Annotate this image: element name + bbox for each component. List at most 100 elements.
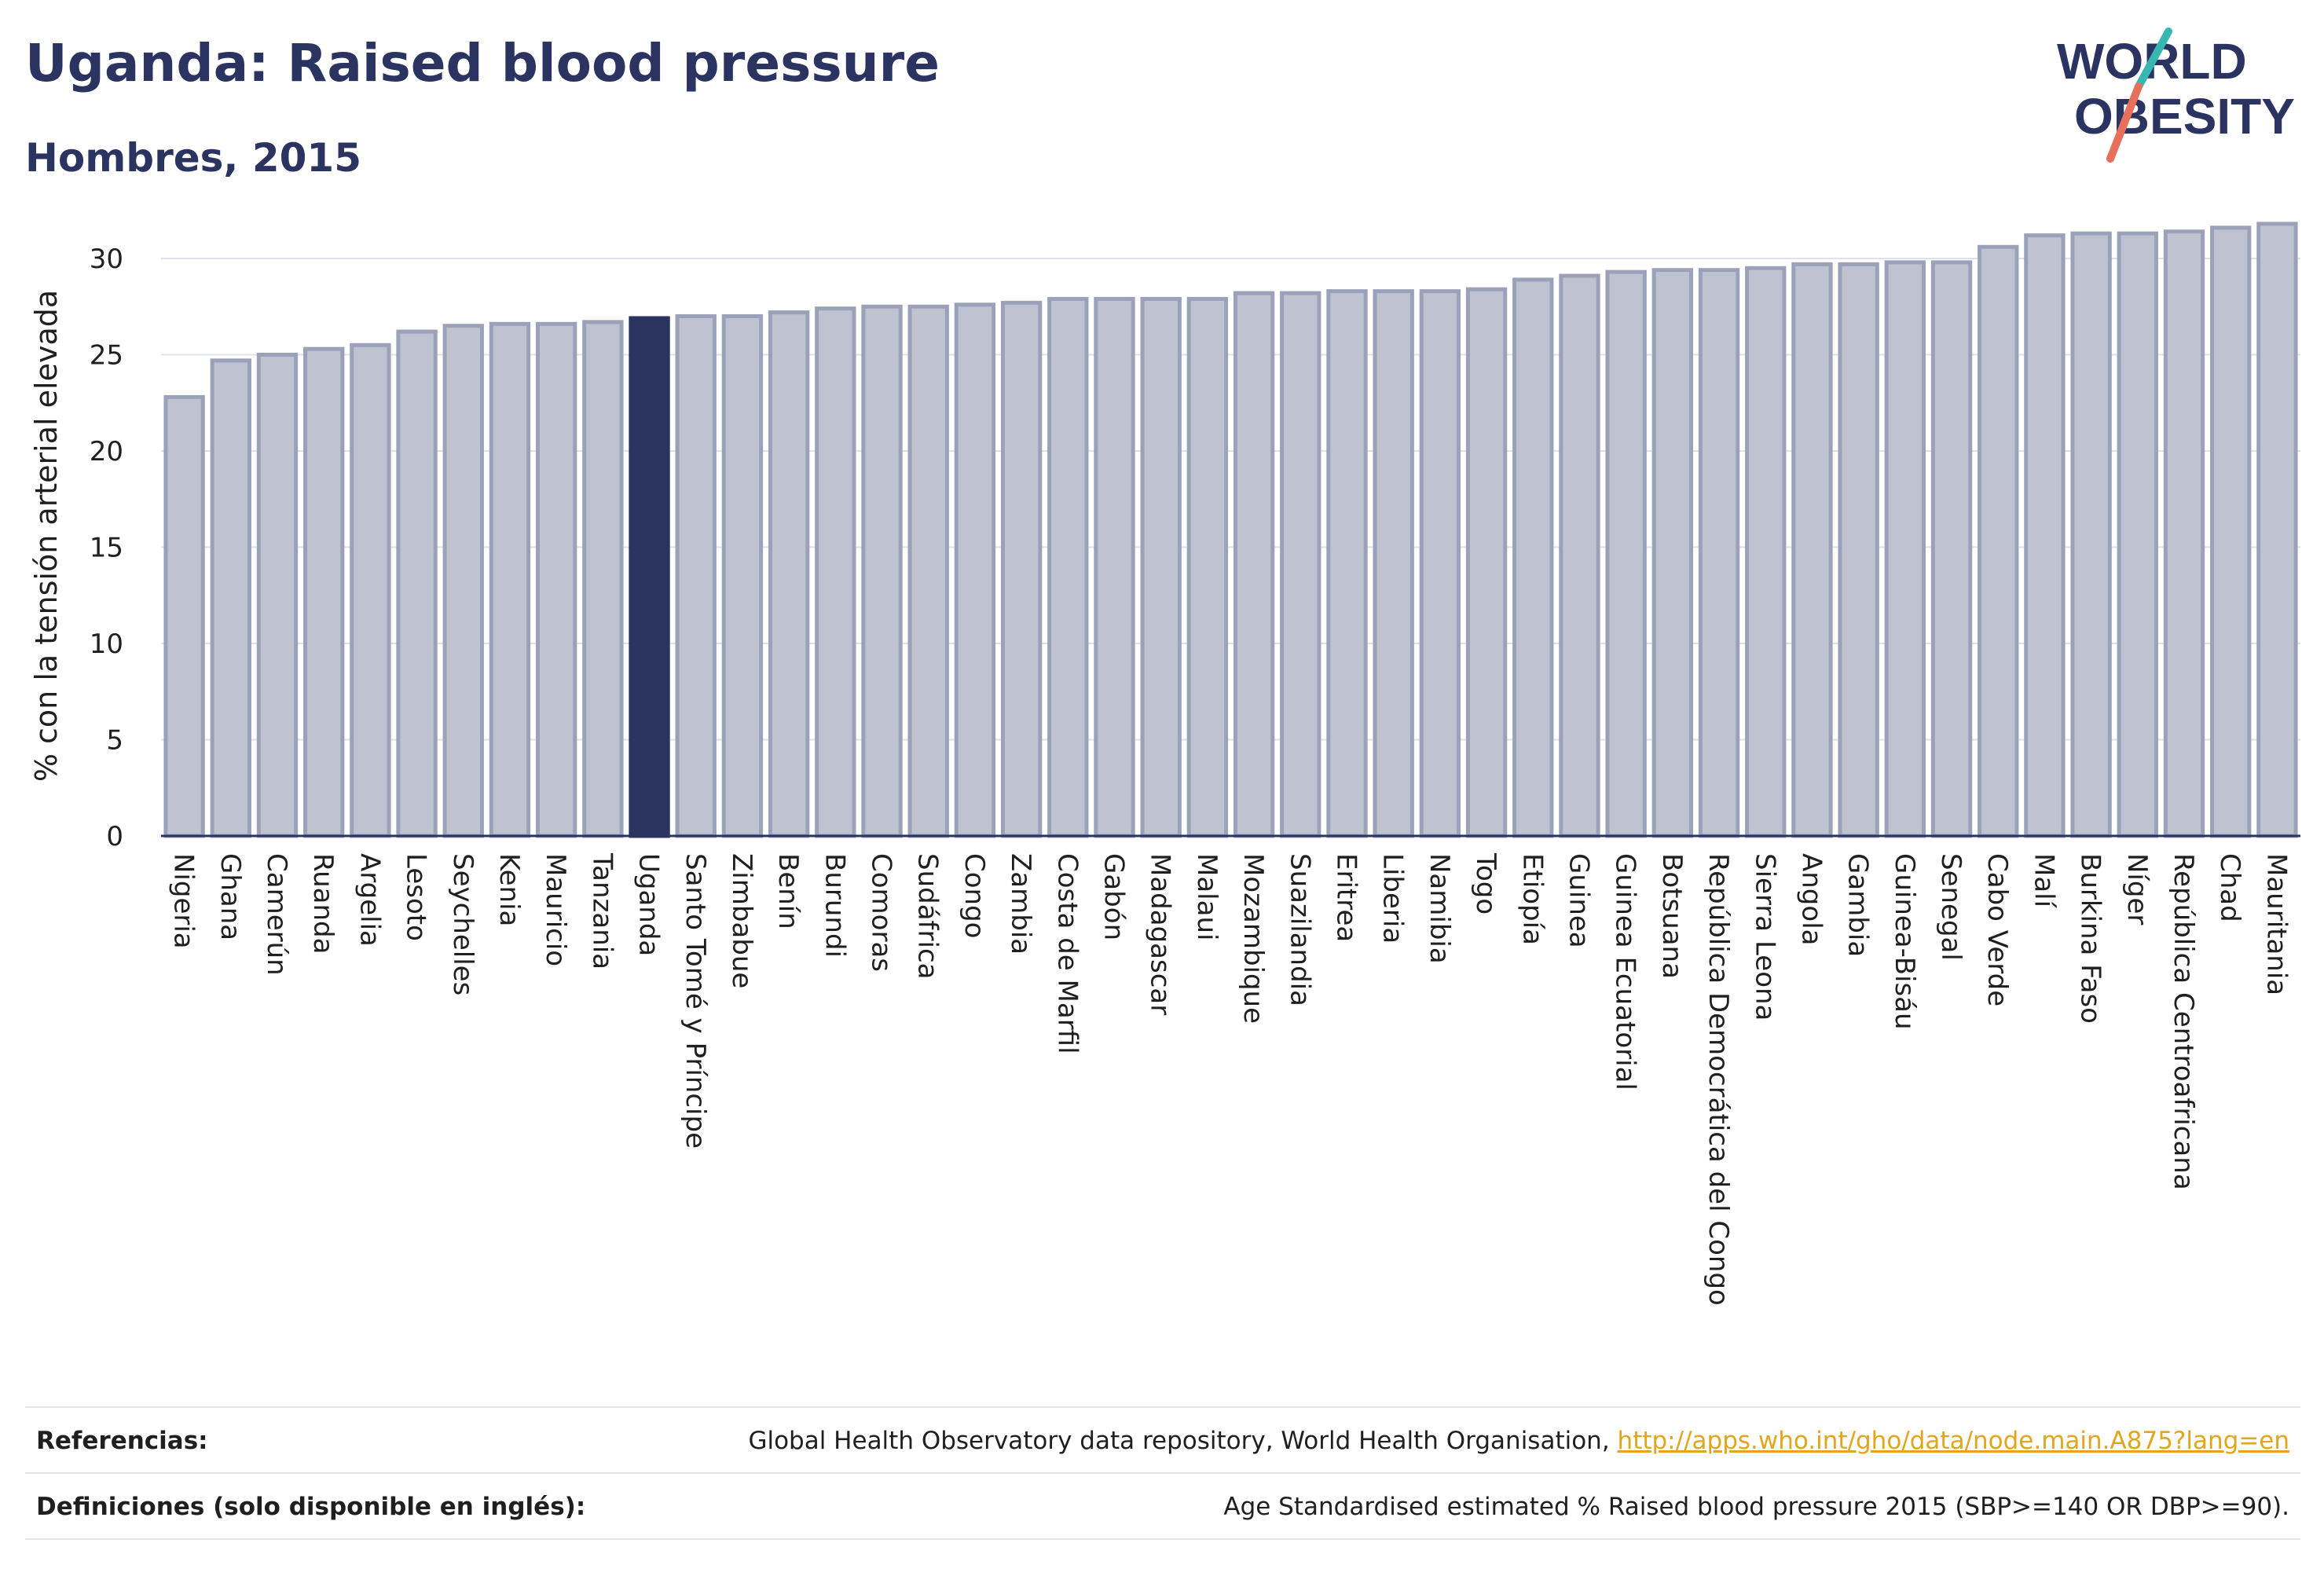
bar bbox=[675, 314, 717, 838]
bar bbox=[954, 302, 996, 838]
x-tick-label: Malaui bbox=[1191, 853, 1222, 940]
bar-chart: 0 5 10 15 20 25 30 % con la tensión arterial el… bbox=[29, 222, 2300, 1306]
bar bbox=[1047, 296, 1089, 838]
bar bbox=[861, 304, 903, 838]
bar bbox=[256, 353, 299, 838]
x-tick-label: Zimbabue bbox=[726, 853, 757, 988]
bar bbox=[1605, 269, 1647, 838]
x-tick-label: Chad bbox=[2214, 853, 2245, 922]
x-tick-label: Lesoto bbox=[401, 853, 432, 941]
x-tick-label: Togo bbox=[1470, 852, 1501, 914]
x-tick-label: Ghana bbox=[214, 853, 246, 940]
bar bbox=[582, 320, 624, 838]
bar bbox=[535, 321, 577, 838]
x-tick-label: República Centroafricana bbox=[2168, 853, 2199, 1190]
x-tick-label: Angola bbox=[1795, 853, 1827, 945]
bar bbox=[1094, 296, 1135, 838]
bar bbox=[396, 329, 438, 838]
x-tick-label: Tanzania bbox=[586, 852, 618, 969]
references-value: Global Health Observatory data repositor… bbox=[748, 1427, 2289, 1455]
bar bbox=[1791, 262, 1833, 838]
x-tick-label: Burundi bbox=[819, 853, 850, 958]
bar bbox=[2210, 225, 2252, 838]
logo-slash-coral bbox=[2106, 82, 2143, 163]
definitions-row: Definiciones (solo disponible en inglés)… bbox=[25, 1472, 2300, 1540]
bar bbox=[1280, 291, 1321, 838]
bar bbox=[1000, 300, 1043, 838]
logo-graphic: WORLD OBESITY bbox=[2057, 27, 2295, 163]
x-tick-label: Sudáfrica bbox=[912, 853, 944, 979]
references-row: Referencias: Global Health Observatory d… bbox=[25, 1406, 2300, 1472]
bar bbox=[1838, 262, 1879, 838]
x-tick-label: Malí bbox=[2028, 853, 2059, 909]
x-tick-label: Sierra Leona bbox=[1749, 853, 1780, 1021]
y-axis-label: % con la tensión arterial elevada bbox=[29, 290, 64, 782]
bar bbox=[1326, 289, 1368, 838]
definitions-value: Age Standardised estimated % Raised bloo… bbox=[1223, 1493, 2289, 1521]
references-source: Global Health Observatory data repositor… bbox=[748, 1427, 1618, 1455]
bar bbox=[1419, 289, 1461, 838]
x-tick-label: Liberia bbox=[1377, 853, 1409, 944]
bar bbox=[1930, 260, 1973, 838]
bar bbox=[442, 324, 484, 838]
x-tick-label: Guinea Ecuatorial bbox=[1610, 853, 1641, 1090]
bar bbox=[1373, 289, 1414, 838]
bar bbox=[1745, 266, 1787, 838]
logo-line2: OBESITY bbox=[2074, 88, 2295, 145]
y-tick-label: 25 bbox=[90, 340, 123, 372]
world-obesity-logo: WORLD OBESITY bbox=[2051, 24, 2310, 165]
x-tick-label: Mauritania bbox=[2260, 853, 2292, 995]
x-tick-label: Camerún bbox=[261, 853, 292, 976]
x-tick-label: República Democrática del Congo bbox=[1703, 853, 1734, 1306]
x-tick-label: Gabón bbox=[1098, 853, 1130, 940]
chart-title: Uganda: Raised blood pressure bbox=[25, 33, 940, 93]
bar bbox=[1651, 268, 1694, 838]
chart-subtitle: Hombres, 2015 bbox=[25, 135, 361, 181]
x-tick-label: Seychelles bbox=[447, 853, 478, 995]
x-tick-label: Comoras bbox=[866, 853, 897, 972]
x-tick-label: Uganda bbox=[633, 853, 665, 956]
x-tick-label: Guinea-Bisáu bbox=[1889, 853, 1920, 1030]
x-tick-label: Suazilandia bbox=[1284, 853, 1315, 1006]
bar bbox=[1512, 277, 1554, 838]
x-tick-label: Senegal bbox=[1935, 853, 1967, 961]
y-tick-label: 5 bbox=[106, 725, 123, 757]
bar bbox=[1559, 273, 1600, 838]
bar bbox=[2117, 231, 2158, 838]
bar bbox=[1233, 291, 1275, 838]
bar bbox=[815, 306, 856, 838]
bar bbox=[907, 304, 949, 838]
y-tick-label: 10 bbox=[90, 629, 123, 660]
x-tick-label: Cabo Verde bbox=[1981, 853, 2013, 1006]
x-tick-label: Etiopía bbox=[1516, 853, 1548, 945]
bar bbox=[2163, 229, 2205, 838]
y-tick-label: 20 bbox=[90, 436, 123, 467]
x-tick-label: Gambia bbox=[1842, 853, 1874, 957]
x-tick-label: Mauricio bbox=[540, 853, 571, 966]
x-tick-label: Madagascar bbox=[1145, 853, 1176, 1015]
x-tick-label: Burkina Faso bbox=[2075, 853, 2106, 1024]
bar-highlight bbox=[629, 316, 670, 838]
x-tick-label: Congo bbox=[959, 853, 990, 938]
references-link[interactable]: http://apps.who.int/gho/data/node.main.A… bbox=[1617, 1427, 2289, 1455]
bar bbox=[2024, 233, 2066, 838]
bar bbox=[1978, 244, 2019, 838]
bar bbox=[2256, 222, 2298, 838]
bar bbox=[303, 346, 345, 838]
x-tick-label: Níger bbox=[2121, 853, 2153, 925]
bar bbox=[1465, 287, 1508, 838]
x-tick-label: Kenia bbox=[493, 853, 525, 926]
bar bbox=[210, 358, 251, 838]
y-tick-label: 15 bbox=[90, 533, 123, 564]
y-tick-label: 0 bbox=[106, 821, 123, 852]
bar bbox=[1884, 260, 1926, 838]
bar bbox=[1186, 296, 1229, 838]
bar bbox=[768, 310, 810, 838]
x-tick-label: Santo Tomé y Príncipe bbox=[680, 853, 711, 1149]
bar bbox=[2070, 231, 2112, 838]
x-tick-label: Costa de Marfil bbox=[1051, 853, 1083, 1054]
references-label: Referencias: bbox=[36, 1427, 208, 1455]
x-tick-label: Argelia bbox=[354, 853, 385, 947]
bar bbox=[350, 343, 391, 838]
x-tick-label: Namibia bbox=[1424, 853, 1455, 964]
